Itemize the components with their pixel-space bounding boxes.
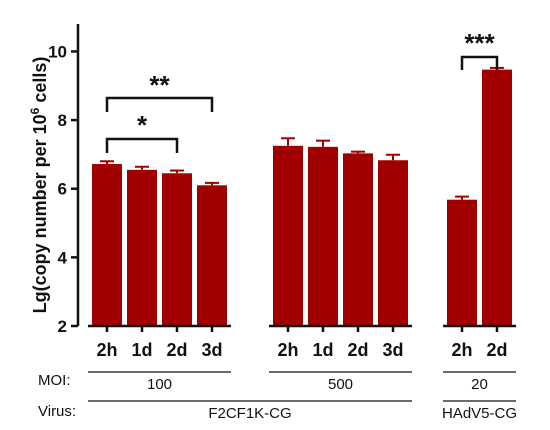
y-tick-label: 4 — [58, 248, 68, 267]
y-tick-label: 2 — [58, 317, 67, 336]
bar — [308, 146, 338, 326]
bar — [447, 199, 477, 326]
moi-value: 500 — [328, 376, 353, 393]
bar — [92, 164, 122, 326]
virus-value: F2CF1K-CG — [208, 405, 291, 422]
x-tick-label: 2d — [347, 340, 368, 360]
x-tick-label: 1d — [312, 340, 333, 360]
bar — [378, 160, 408, 326]
significance-bracket — [105, 137, 179, 153]
significance-bracket — [105, 96, 214, 112]
x-tick-label: 3d — [382, 340, 403, 360]
x-tick-label: 2h — [96, 340, 117, 360]
y-tick-label: 8 — [58, 111, 67, 130]
bar — [343, 153, 373, 326]
moi-value: 100 — [147, 376, 172, 393]
y-axis-title-superscript: 6 — [28, 107, 42, 114]
x-tick-label: 2d — [166, 340, 187, 360]
x-tick-label: 2d — [486, 340, 507, 360]
x-tick-label: 3d — [201, 340, 222, 360]
plot-area: 2 4 6 8 10 2h 1d 2d 3d 2h 1d 2d 3d 2h 2d 100 500 20 F2CF1K… — [48, 24, 517, 422]
x-tick-label: 2h — [451, 340, 472, 360]
y-axis-title: Lg(copy number per 106 cells) — [28, 57, 50, 314]
virus-row-label: Virus: — [38, 403, 76, 420]
x-tick-label: 1d — [131, 340, 152, 360]
significance-label: ** — [149, 70, 170, 100]
moi-value: 20 — [471, 376, 488, 393]
y-axis-title-main: Lg(copy number per 10 — [30, 114, 50, 313]
y-tick-label: 6 — [58, 180, 67, 199]
y-tick-label: 10 — [48, 42, 67, 61]
bar — [127, 169, 157, 326]
virus-value: HAdV5-CG — [442, 405, 517, 422]
bar — [162, 173, 192, 326]
bar — [482, 69, 512, 326]
x-tick-label: 2h — [277, 340, 298, 360]
bar — [273, 145, 303, 326]
significance-bracket — [460, 55, 499, 70]
moi-row-label: MOI: — [38, 372, 71, 389]
significance-label: *** — [464, 28, 495, 58]
significance-label: * — [137, 110, 148, 140]
y-axis-title-end: cells) — [30, 57, 50, 108]
bar — [197, 185, 227, 326]
